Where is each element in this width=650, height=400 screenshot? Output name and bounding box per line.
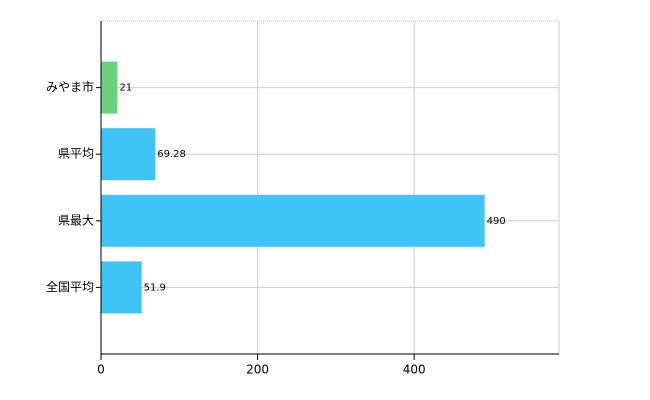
value-label: 69.28 <box>157 149 186 160</box>
y-tick-label: 県平均 <box>58 147 94 161</box>
y-tick-label: みやま市 <box>46 79 94 94</box>
x-tick-label: 400 <box>403 363 426 377</box>
value-label: 21 <box>119 83 132 94</box>
x-tick-label: 0 <box>97 363 105 377</box>
bar <box>101 194 485 247</box>
y-tick-label: 全国平均 <box>46 279 94 294</box>
value-label: 490 <box>487 216 506 227</box>
x-tick-label: 200 <box>246 363 269 377</box>
bar <box>101 128 156 181</box>
value-label: 51.9 <box>144 282 166 293</box>
bar <box>101 261 142 314</box>
y-tick-label: 県最大 <box>58 213 94 227</box>
bar <box>101 61 118 114</box>
